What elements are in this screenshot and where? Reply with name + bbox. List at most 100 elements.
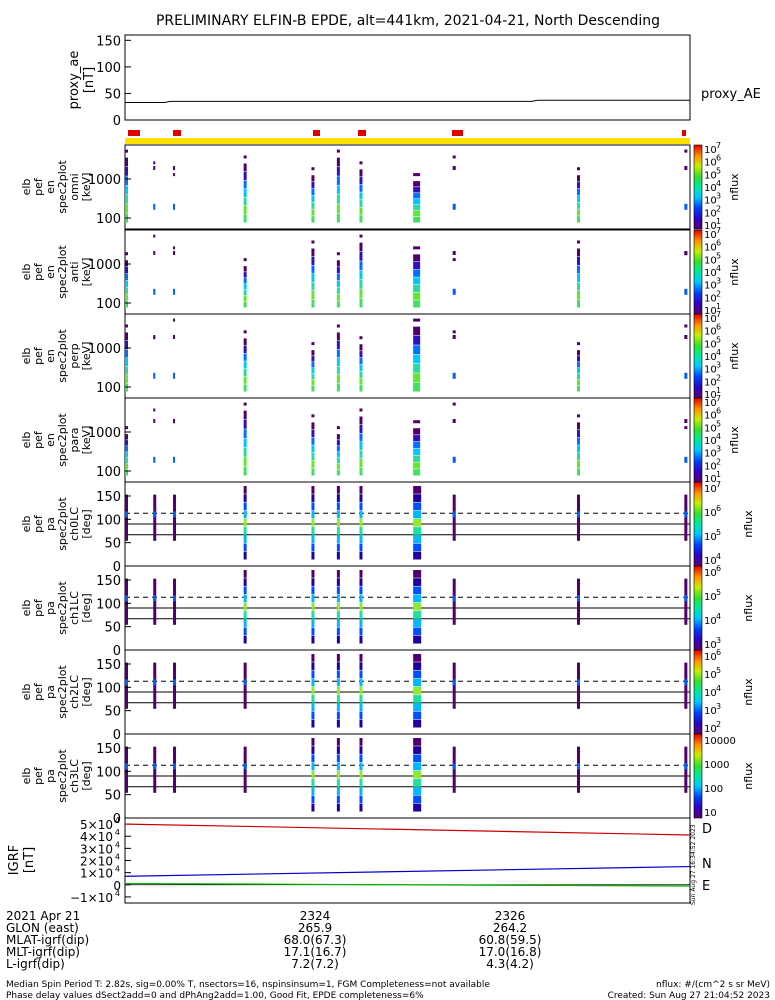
burst-segment xyxy=(577,374,580,380)
burst-segment xyxy=(311,570,315,578)
colorbar xyxy=(693,481,703,567)
burst-segment xyxy=(577,282,580,291)
burst-segment xyxy=(413,382,421,392)
burst-segment xyxy=(577,256,580,265)
colorbar-tick-label: 10 xyxy=(704,377,717,388)
burst-segment xyxy=(125,287,128,294)
burst-segment xyxy=(311,695,315,703)
burst-segment xyxy=(243,302,247,308)
colorbar-label: nflux xyxy=(742,762,755,790)
burst-segment xyxy=(243,258,247,262)
burst-segment xyxy=(359,551,363,560)
burst-segment xyxy=(577,414,580,418)
burst-segment xyxy=(359,719,363,728)
colorbar-tick-label: 10 xyxy=(704,508,717,519)
energy-ylabel: en xyxy=(44,433,57,447)
burst-segment xyxy=(413,448,421,456)
burst-segment xyxy=(359,594,363,603)
orbit-row-value-2: 4.3(4.2) xyxy=(486,957,534,971)
burst-segment xyxy=(243,535,247,544)
status-marker xyxy=(173,130,181,136)
burst-segment xyxy=(311,678,315,687)
burst-segment xyxy=(413,594,422,603)
burst-segment xyxy=(311,182,315,189)
burst-segment xyxy=(413,211,421,217)
footer-left-1: Median Spin Period T: 2.82s, sig=0.00% T… xyxy=(6,980,490,990)
colorbar-tick-exp: 6 xyxy=(716,564,721,573)
burst-segment xyxy=(243,369,247,377)
orbit-row-label: 2021 Apr 21 xyxy=(6,909,80,923)
burst-segment xyxy=(311,527,315,535)
burst-segment xyxy=(359,289,363,299)
burst-segment xyxy=(452,763,456,770)
burst-segment xyxy=(413,686,422,695)
proxy-ae-yticks: 150 100 50 0 xyxy=(96,34,131,129)
burst-segment xyxy=(413,494,422,502)
colorbar-label: nflux xyxy=(728,342,741,370)
burst-segment xyxy=(243,746,247,793)
burst-segment xyxy=(359,486,363,494)
colorbar-tick-label: 10 xyxy=(704,339,717,350)
burst-segment xyxy=(359,695,363,703)
burst-segment xyxy=(243,188,247,197)
burst-segment xyxy=(311,356,315,362)
pitch-angle-tick-label: 50 xyxy=(104,537,121,552)
burst-segment xyxy=(243,527,247,535)
burst-segment xyxy=(311,795,315,804)
burst-segment xyxy=(125,324,128,328)
burst-segment xyxy=(311,273,315,282)
burst-segment xyxy=(173,251,176,255)
burst-segment xyxy=(577,273,580,282)
burst-segment xyxy=(359,234,363,238)
burst-segment xyxy=(359,518,363,527)
burst-segment xyxy=(577,494,580,541)
burst-segment xyxy=(577,453,580,461)
igrf-tick-label: 5×10 xyxy=(80,818,113,832)
burst-segment xyxy=(243,447,247,457)
burst-segment xyxy=(243,578,247,586)
burst-segment xyxy=(173,246,176,250)
burst-segment xyxy=(452,203,456,210)
energy-ylabel: pef xyxy=(32,346,45,365)
burst-segment xyxy=(452,578,456,625)
energy-tick-label: 100 xyxy=(96,465,121,480)
burst-segment xyxy=(173,494,177,541)
pitch-angle-tick-label: 0 xyxy=(113,644,121,659)
burst-segment xyxy=(359,762,363,771)
burst-segment xyxy=(577,445,580,453)
burst-segment xyxy=(311,670,315,679)
energy-ylabel: para xyxy=(68,428,81,453)
burst-segment xyxy=(311,754,315,763)
burst-segment xyxy=(413,205,421,211)
burst-segment xyxy=(577,342,580,346)
burst-segment xyxy=(684,426,688,430)
proxy-ae-tick-label: 50 xyxy=(104,87,121,102)
burst-segment xyxy=(359,543,363,552)
burst-segment xyxy=(125,260,128,267)
burst-segment xyxy=(311,703,315,712)
pitch-angle-tick-label: 50 xyxy=(104,789,121,804)
pitch-angle-ylabel: elb xyxy=(20,768,33,785)
proxy-ae-tick-label: 0 xyxy=(113,114,121,129)
burst-segment xyxy=(359,510,363,519)
burst-segment xyxy=(413,199,421,205)
colorbar-tick-exp: 3 xyxy=(716,192,721,201)
energy-ylabel: en xyxy=(44,349,57,363)
burst-segment xyxy=(577,662,580,709)
colorbar-tick-exp: 4 xyxy=(716,432,721,441)
burst-segment xyxy=(336,803,340,812)
colorbar-tick-exp: 4 xyxy=(716,348,721,357)
burst-segment xyxy=(359,678,363,687)
burst-segment xyxy=(125,267,128,274)
burst-segment xyxy=(243,197,247,206)
burst-segment xyxy=(359,611,363,619)
burst-segment xyxy=(311,195,315,203)
burst-segment xyxy=(359,177,363,185)
burst-segment xyxy=(173,173,176,177)
burst-segment xyxy=(153,679,157,686)
energy-ylabel: elb xyxy=(20,179,33,196)
burst-segment xyxy=(311,209,315,216)
colorbar-tick-exp: 5 xyxy=(716,588,721,597)
colorbar-tick-exp: 5 xyxy=(716,251,721,260)
